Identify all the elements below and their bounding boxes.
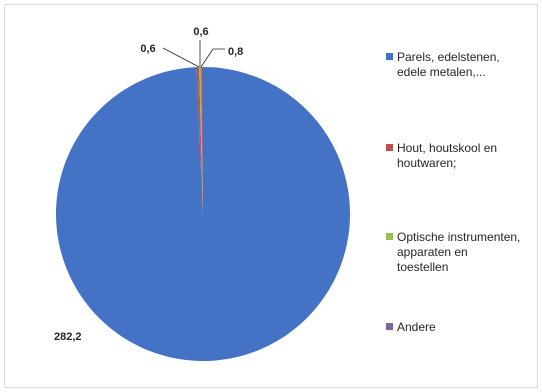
pie-slice-1	[55, 67, 350, 362]
data-label-3: 0,6	[193, 26, 208, 38]
data-label-1: 282,2	[54, 331, 82, 343]
legend: Parels, edelstenen, edele metalen,... Hout…	[386, 50, 520, 334]
legend-swatch-1	[386, 53, 393, 60]
legend-label-2: Hout, houtskool en houtwaren;	[397, 141, 497, 170]
pie-slice-4	[201, 67, 203, 214]
pie-slice-2	[196, 67, 203, 214]
data-label-2: 0,8	[228, 46, 243, 58]
legend-label-3: Optische instrumenten, apparaten en toeste…	[397, 230, 520, 274]
legend-swatch-3	[386, 233, 393, 240]
legend-swatch-2	[386, 144, 393, 151]
data-label-4: 0,6	[140, 43, 155, 55]
leader-lines	[162, 40, 225, 68]
legend-label-1: Parels, edelstenen, edele metalen,...	[397, 50, 500, 79]
data-labels: 282,2 0,8 0,6 0,6	[54, 26, 243, 343]
leader-line-4	[162, 47, 200, 68]
legend-label-4: Andere	[397, 320, 436, 334]
legend-swatch-4	[386, 323, 393, 330]
pie-slice-3	[199, 67, 203, 214]
leader-line-2	[200, 48, 225, 68]
pie-slices	[55, 67, 350, 362]
